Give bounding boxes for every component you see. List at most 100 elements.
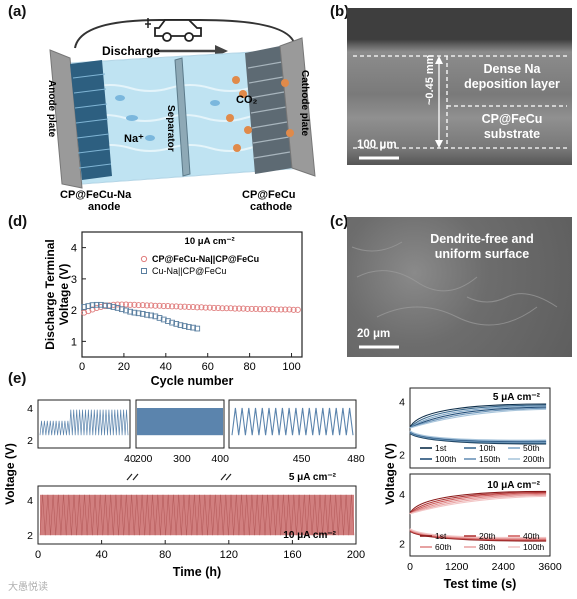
data-point-d-series-0 xyxy=(189,303,197,311)
data-point-d-series-1 xyxy=(127,308,134,315)
data-point-d-series-1 xyxy=(118,306,125,313)
legend-label-e-right: 150th xyxy=(479,454,501,464)
data-point-d-series-1 xyxy=(110,304,117,310)
y-axis-label-e-right: Voltage (V) xyxy=(383,443,397,505)
data-point-d-series-0 xyxy=(164,303,171,310)
legend-marker-d xyxy=(140,255,148,263)
anode-label-2: anode xyxy=(88,201,120,213)
data-point-d-series-0 xyxy=(236,305,243,312)
y-tick-label-d: 1 xyxy=(71,336,77,348)
x-tick-label-d: 40 xyxy=(160,361,172,373)
data-point-d-series-1 xyxy=(135,310,142,317)
voltage-trace-e-top-1 xyxy=(39,409,129,436)
anode-plate xyxy=(49,49,83,189)
watermark: 大愚悦读 xyxy=(8,582,48,593)
data-point-d-series-0 xyxy=(269,306,276,313)
cathode-plate-label: Cathode plate xyxy=(299,70,310,137)
x-tick-label-e-right: 2400 xyxy=(492,561,516,573)
data-point-d-series-0 xyxy=(143,302,151,309)
data-point-d-series-0 xyxy=(282,306,289,313)
data-point-d-series-0 xyxy=(89,306,96,313)
plot-frame-e-top-seg xyxy=(228,399,357,449)
data-point-d-series-0 xyxy=(206,304,213,311)
separator-label: Separator xyxy=(165,105,176,152)
legend-label-e-right: 80th xyxy=(479,542,496,552)
axis-break-mark xyxy=(126,473,139,481)
charge-curve-e-right-1 xyxy=(409,492,547,515)
data-point-d-series-0 xyxy=(290,306,297,313)
thickness-label: ~0.45 mm xyxy=(424,54,436,105)
charge-curve-e-right-0 xyxy=(409,408,547,429)
data-point-d-series-0 xyxy=(223,305,230,312)
legend-label-e-right: 200th xyxy=(523,454,545,464)
plot-frame-e-bottom xyxy=(37,485,357,545)
panel-label-a: (a) xyxy=(8,3,27,20)
data-point-d-series-1 xyxy=(186,324,192,330)
data-point-d-series-0 xyxy=(185,303,192,311)
data-point-d-series-1 xyxy=(190,324,196,331)
data-point-d-series-1 xyxy=(102,302,108,309)
data-point-d-series-0 xyxy=(265,306,272,313)
data-point-d-series-0 xyxy=(194,304,201,311)
charge-curve-e-right-1 xyxy=(409,493,547,515)
battery-schematic: Discharge Separator Anode plate Na⁺ xyxy=(46,18,316,213)
data-point-d-series-0 xyxy=(202,304,209,311)
charge-curve-e-right-1 xyxy=(409,494,547,515)
legend-label-e-right: 1st xyxy=(435,531,447,541)
plot-frame-d xyxy=(81,231,303,358)
legend-label-e-right: 1st xyxy=(435,443,447,453)
x-tick-label-e-top: 40 xyxy=(124,453,136,465)
x-tick-label-e-right: 0 xyxy=(407,561,413,573)
charge-curve-e-right-0 xyxy=(409,403,547,429)
x-tick-label-e-bottom: 80 xyxy=(159,549,171,561)
legend-label-e-right: 10th xyxy=(479,443,496,453)
data-point-d-series-1 xyxy=(181,323,188,329)
y-tick-label-e-bottom: 2 xyxy=(27,530,33,542)
y-tick-label-e-right: 4 xyxy=(399,396,405,408)
anode-structure xyxy=(70,60,112,180)
y-tick-label-d: 2 xyxy=(71,305,77,317)
annotation-e-bottom: 10 μA cm⁻² xyxy=(283,530,336,541)
data-point-d-series-1 xyxy=(169,319,175,326)
charge-curve-e-right-0 xyxy=(409,405,547,429)
data-point-d-series-0 xyxy=(227,305,234,312)
anode-plate-label: Anode plate xyxy=(46,80,57,138)
data-point-d-series-1 xyxy=(160,316,167,323)
x-tick-label-e-bottom: 200 xyxy=(347,549,365,561)
data-point-d-series-0 xyxy=(244,305,251,312)
data-point-d-series-1 xyxy=(93,301,100,308)
data-point-d-series-1 xyxy=(123,307,129,314)
panel-label-b: (b) xyxy=(330,3,350,20)
data-point-d-series-1 xyxy=(152,313,159,320)
voltage-trace-e-bottom-lines xyxy=(39,494,355,536)
y-tick-label-e-top: 2 xyxy=(27,435,33,447)
scale-bar-c: 20 μm xyxy=(357,328,391,340)
data-point-d-series-0 xyxy=(173,303,180,310)
panel-label-d: (d) xyxy=(8,213,28,230)
plot-frame-e-right-1 xyxy=(409,473,551,557)
axis-break-mark xyxy=(220,473,232,481)
legend-label-e-right: 100th xyxy=(523,542,545,552)
surface-text-2: uniform surface xyxy=(434,247,530,261)
chart-d-discharge-voltage: 0 20 40 60 80 100 1 2 3 4 Cycle number Discharge Te… xyxy=(43,231,303,388)
data-point-d-series-0 xyxy=(273,306,280,313)
car-icon xyxy=(145,18,202,42)
y-tick-label-e-right: 2 xyxy=(399,450,405,462)
separator xyxy=(174,57,191,177)
data-point-d-series-0 xyxy=(231,305,239,312)
cathode-label-2: cathode xyxy=(250,201,292,213)
x-tick-label-d: 20 xyxy=(118,361,130,373)
y-tick-label-e-bottom: 4 xyxy=(27,495,33,507)
sem-image-cross-section: ~0.45 mm Dense Na deposition layer CP@Fe… xyxy=(347,8,572,165)
discharge-curve-e-right-0 xyxy=(409,430,547,441)
cathode-plate xyxy=(279,37,316,177)
data-point-d-series-1 xyxy=(194,325,201,332)
y-tick-label-e-top: 4 xyxy=(27,403,33,415)
data-point-d-series-1 xyxy=(144,311,150,318)
x-tick-label-e-bottom: 160 xyxy=(283,549,301,561)
discharge-curve-e-right-1 xyxy=(409,528,547,539)
data-point-d-series-0 xyxy=(135,302,142,309)
data-point-d-series-1 xyxy=(173,321,180,327)
x-tick-label-e-bottom: 40 xyxy=(95,549,107,561)
data-point-d-series-0 xyxy=(294,306,301,313)
